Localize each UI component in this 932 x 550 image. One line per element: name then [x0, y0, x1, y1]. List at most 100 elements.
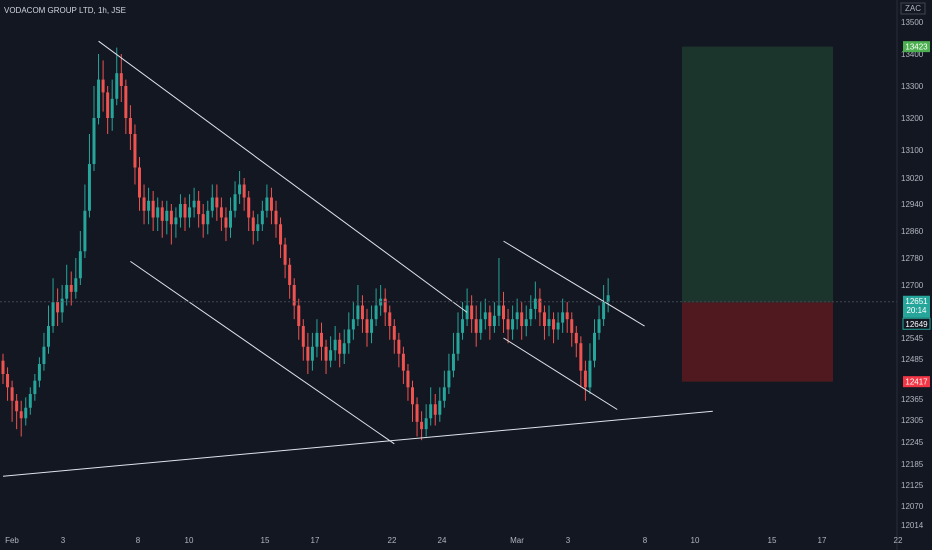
- candle-body: [515, 312, 519, 320]
- x-tick-label: 22: [894, 536, 903, 545]
- candle-body: [101, 79, 105, 93]
- candle-body: [197, 200, 201, 215]
- candle-body: [42, 346, 46, 364]
- y-tick-label: 12700: [901, 281, 924, 290]
- candle-body: [579, 343, 583, 371]
- candle-body: [10, 387, 14, 401]
- candle-body: [106, 92, 110, 118]
- x-tick-label: 10: [185, 536, 194, 545]
- candle-body: [520, 312, 524, 327]
- candle-body: [347, 329, 351, 344]
- candle-body: [238, 184, 242, 195]
- candle-body: [87, 164, 91, 211]
- candle-body: [56, 302, 60, 313]
- y-tick-label: 12014: [901, 521, 924, 530]
- candle-body: [310, 346, 314, 361]
- candle-body: [110, 98, 114, 118]
- candle-body: [492, 315, 496, 327]
- candle-body: [83, 210, 87, 252]
- candle-body: [606, 295, 610, 303]
- x-tick-label: 15: [261, 536, 270, 545]
- candle-body: [524, 319, 528, 327]
- candle-body: [160, 207, 164, 221]
- y-tick-label: 13300: [901, 82, 924, 91]
- entry-badge: [902, 317, 931, 330]
- y-tick-label: 13200: [901, 114, 924, 123]
- candle-body: [433, 404, 437, 415]
- candle-body: [351, 319, 355, 330]
- candle-body: [215, 197, 219, 208]
- candle-body: [483, 312, 487, 320]
- candle-body: [338, 339, 342, 354]
- trendlines[interactable]: [2, 40, 713, 477]
- candle-body: [219, 207, 223, 218]
- candle-body: [561, 312, 565, 323]
- candle-body: [488, 312, 492, 327]
- stop-badge-label: 12417: [905, 378, 928, 387]
- x-tick-label: 15: [768, 536, 777, 545]
- candle-body: [374, 305, 378, 320]
- candle-body: [251, 217, 255, 231]
- candle-body: [320, 332, 323, 347]
- candle-body: [538, 298, 542, 313]
- y-tick-label: 12070: [901, 502, 924, 511]
- candle-body: [151, 200, 155, 218]
- candle-body: [442, 387, 446, 401]
- candle-body: [565, 312, 569, 320]
- y-tick-label: 12780: [901, 254, 924, 263]
- x-tick-label: 10: [691, 536, 700, 545]
- candle-body: [15, 400, 19, 412]
- y-tick-label: 12245: [901, 438, 924, 447]
- target-badge: [903, 41, 930, 53]
- candle-body: [588, 360, 592, 388]
- candle-body: [547, 319, 551, 327]
- y-axis: 13500 13400 13300 13200 13100 13020 12940 12860…: [901, 18, 924, 530]
- y-tick-label: 12860: [901, 227, 924, 236]
- candle-body: [138, 167, 141, 198]
- x-tick-label: 8: [643, 536, 648, 545]
- trendline: [503, 337, 618, 410]
- candle-body: [28, 394, 32, 408]
- last-price-label: 12651: [905, 297, 928, 306]
- candle-body: [506, 319, 510, 330]
- candle-body: [365, 319, 369, 333]
- candle-body: [265, 197, 269, 211]
- candle-body: [47, 326, 50, 347]
- candle-body: [593, 332, 596, 361]
- candle-body: [33, 380, 37, 394]
- candle-body: [206, 210, 210, 225]
- currency-box[interactable]: [900, 2, 926, 15]
- candle-body: [333, 339, 337, 351]
- y-tick-label: 12185: [901, 460, 924, 469]
- x-tick-label: 22: [388, 536, 397, 545]
- candle-body: [556, 322, 560, 330]
- candle-body: [147, 200, 151, 211]
- candle-body: [392, 326, 396, 340]
- candle-body: [542, 312, 546, 327]
- candle-body: [210, 197, 214, 211]
- candle-body: [51, 302, 55, 327]
- candle-body: [169, 210, 173, 225]
- candle-body: [74, 278, 78, 292]
- y-tick-label: 12365: [901, 395, 924, 404]
- candle-body: [342, 343, 346, 354]
- trendline: [130, 260, 395, 445]
- candle-body: [142, 197, 146, 211]
- x-tick-label: 17: [311, 536, 320, 545]
- candle-body: [415, 404, 419, 422]
- candle-body: [456, 332, 460, 354]
- risk-reward-zones[interactable]: [682, 46, 833, 382]
- candle-body: [438, 400, 442, 415]
- candle-body: [411, 387, 414, 405]
- candles: [1, 47, 610, 441]
- candle-body: [461, 319, 465, 333]
- price-axis[interactable]: [897, 0, 932, 550]
- candle-body: [533, 298, 537, 309]
- candle-body: [69, 285, 73, 292]
- candle-body: [474, 319, 478, 333]
- candle-body: [156, 207, 160, 218]
- candle-body: [406, 370, 410, 388]
- candle-body: [602, 302, 606, 320]
- candle-body: [201, 214, 205, 225]
